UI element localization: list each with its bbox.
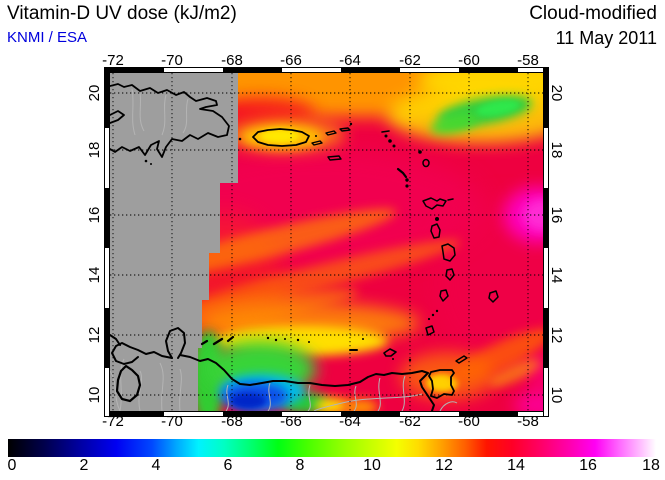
map-frame-right bbox=[543, 67, 549, 417]
colorbar-tick: 14 bbox=[507, 457, 525, 474]
map-frame-left bbox=[104, 67, 110, 417]
lat-tick-right: 16 bbox=[548, 206, 565, 224]
lon-tick-top: -70 bbox=[161, 52, 183, 69]
colorbar-tick: 4 bbox=[151, 457, 161, 474]
coast-dominica bbox=[430, 223, 441, 239]
lon-tick-top: -66 bbox=[280, 52, 302, 69]
lon-tick-top: -72 bbox=[102, 52, 124, 69]
coastlines bbox=[110, 83, 499, 411]
lat-tick-right: 14 bbox=[548, 266, 565, 284]
colorbar-tick: 8 bbox=[295, 457, 305, 474]
lat-tick-left: 16 bbox=[86, 206, 103, 224]
no-data-region bbox=[110, 73, 238, 411]
lon-tick-top: -62 bbox=[399, 52, 421, 69]
colorbar-tick: 2 bbox=[79, 457, 89, 474]
figure-date: 11 May 2011 bbox=[555, 28, 657, 48]
colorbar-gradient bbox=[8, 439, 656, 457]
lat-tick-left: 18 bbox=[86, 141, 103, 159]
coast-barbados bbox=[488, 290, 499, 303]
colorbar-tick: 0 bbox=[7, 457, 17, 474]
lon-tick-top: -60 bbox=[458, 52, 480, 69]
lat-tick-right: 12 bbox=[548, 326, 565, 344]
map-canvas bbox=[110, 73, 543, 411]
lat-tick-right: 20 bbox=[548, 84, 565, 102]
lat-tick-left: 14 bbox=[86, 266, 103, 284]
figure-mode: Cloud-modified bbox=[529, 3, 657, 24]
islets bbox=[144, 122, 439, 362]
lon-tick-top: -58 bbox=[517, 52, 539, 69]
coast-margarita bbox=[383, 348, 397, 357]
lon-tick-top: -68 bbox=[221, 52, 243, 69]
rivers bbox=[110, 88, 458, 411]
lon-tick-bottom: -70 bbox=[161, 413, 183, 430]
colorbar-tick: 18 bbox=[642, 457, 660, 474]
lon-tick-bottom: -66 bbox=[280, 413, 302, 430]
lon-tick-bottom: -58 bbox=[517, 413, 539, 430]
colorbar-tick: 10 bbox=[363, 457, 381, 474]
colorbar-tick: 12 bbox=[435, 457, 453, 474]
coast-guadeloupe bbox=[422, 197, 447, 210]
coast-hispaniola bbox=[110, 83, 230, 158]
lon-tick-bottom: -62 bbox=[399, 413, 421, 430]
coast-puerto-rico bbox=[252, 128, 310, 147]
lat-tick-right: 10 bbox=[548, 386, 565, 404]
lat-tick-left: 10 bbox=[86, 386, 103, 404]
map-graticule bbox=[110, 73, 543, 411]
lat-tick-right: 18 bbox=[548, 141, 565, 159]
figure-credit: KNMI / ESA bbox=[7, 29, 88, 46]
lat-tick-left: 20 bbox=[86, 84, 103, 102]
lon-tick-bottom: -60 bbox=[458, 413, 480, 430]
lat-tick-left: 12 bbox=[86, 326, 103, 344]
colorbar-tick: 6 bbox=[223, 457, 233, 474]
coast-trinidad bbox=[428, 369, 455, 399]
coast-martinique bbox=[441, 243, 456, 262]
lon-tick-bottom: -68 bbox=[221, 413, 243, 430]
lon-tick-bottom: -64 bbox=[339, 413, 361, 430]
map-plot bbox=[110, 73, 543, 411]
lon-tick-top: -64 bbox=[339, 52, 361, 69]
coast-venezuela bbox=[179, 354, 435, 411]
figure-title: Vitamin-D UV dose (kJ/m2) bbox=[7, 3, 237, 24]
colorbar-tick: 16 bbox=[579, 457, 597, 474]
coast-lake-maracaibo bbox=[115, 364, 142, 403]
lon-tick-bottom: -72 bbox=[102, 413, 124, 430]
